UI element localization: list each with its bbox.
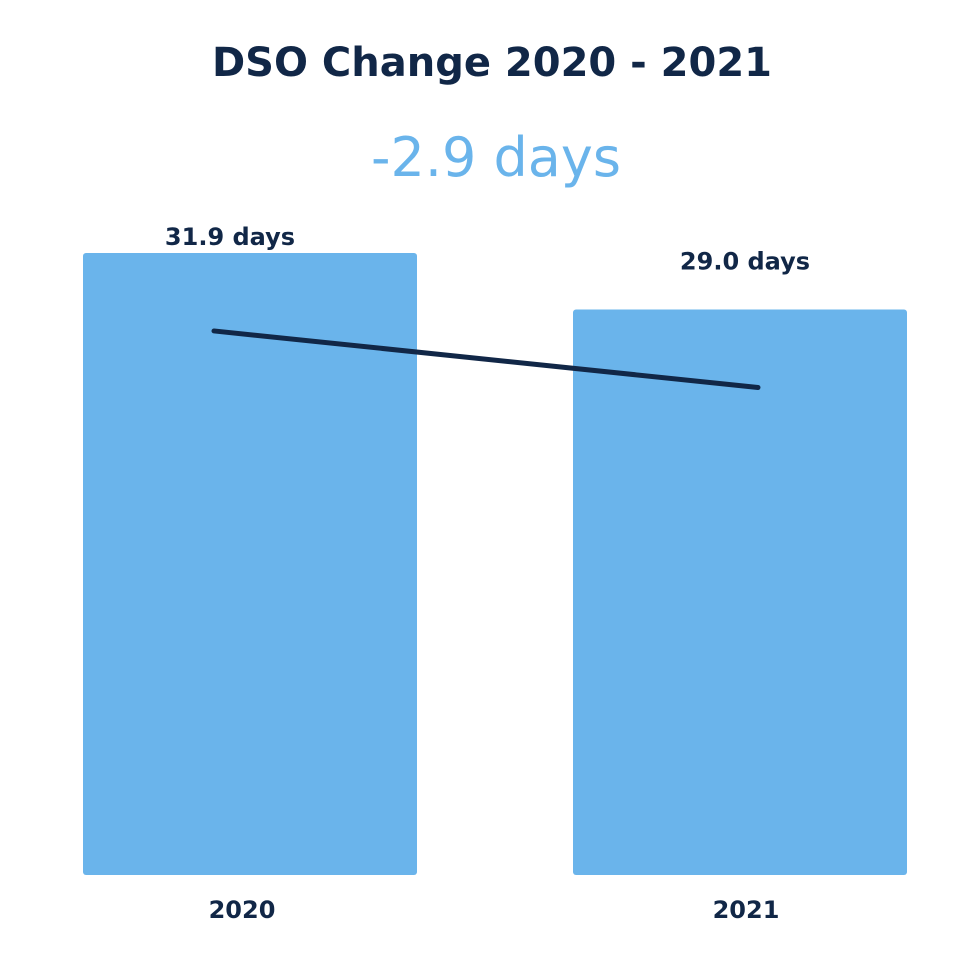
bar-2020	[83, 252, 417, 875]
category-label-2021: 2021	[713, 896, 780, 924]
chart-subtitle: -2.9 days	[371, 126, 621, 189]
value-label-2021: 29.0 days	[680, 248, 810, 276]
plot-area: 31.9 days 2020 29.0 days 2021	[83, 223, 907, 924]
trend-line	[211, 328, 761, 390]
value-label-2020: 31.9 days	[165, 223, 295, 251]
chart-title: DSO Change 2020 - 2021	[212, 40, 772, 86]
category-label-2020: 2020	[209, 896, 276, 924]
bar-2021	[573, 309, 907, 875]
